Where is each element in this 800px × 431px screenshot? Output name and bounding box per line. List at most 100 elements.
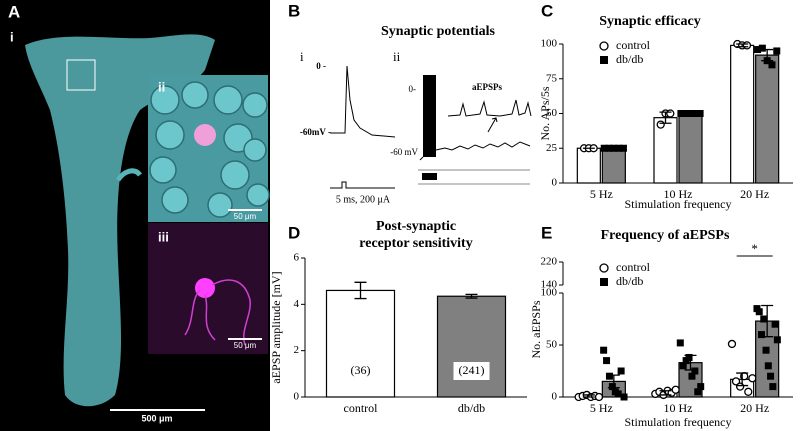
bar [653,117,678,184]
arrow [487,117,498,133]
sub-label: i [10,29,14,44]
y-axis-label: aEPSP amplitude [mV] [269,271,283,383]
trace-label: 0 - [316,61,326,71]
point [666,109,675,118]
error-bar [684,354,697,371]
point [773,336,781,344]
point [764,362,772,370]
point [676,339,684,347]
trace-label: -60mV - [300,127,331,137]
point [688,372,696,380]
point [771,320,779,328]
point [620,393,628,401]
chart-title: Synaptic efficacy [599,14,700,29]
x-tick-label: 5 Hz [590,401,613,415]
cells [149,81,270,218]
error-bar [761,304,774,338]
chart-title: Frequency of aEPSPs [601,228,730,243]
sub-label: ii [393,49,401,64]
y-axis-label: No. aEPSPs [529,300,543,358]
legend-marker [599,263,609,273]
point [608,383,616,391]
panel-label: C [541,1,553,20]
point [773,47,781,55]
panel-label: E [541,223,552,242]
error-bar [465,293,478,299]
bar [325,289,396,398]
legend-label: db/db [616,274,643,288]
legend-label: control [616,260,651,274]
neuron [195,278,215,298]
bar [601,147,626,184]
point [619,144,627,152]
label-box [453,362,490,380]
point [767,372,775,380]
point [758,331,765,339]
y-tick-label: 50 [546,339,558,351]
trace [330,65,396,138]
y-tick-label: 0 [552,391,558,403]
point [760,315,768,323]
legend-label: control [616,38,651,52]
point [696,110,704,117]
x-tick-label: control [344,401,379,415]
chart-title: receptor sensitivity [359,236,472,251]
bar [576,147,601,184]
panel-label: A [8,2,20,21]
inset-trace [447,99,532,117]
inset-box [66,59,96,91]
y-tick-label: 6 [294,252,300,264]
y-tick-label: 100 [541,287,558,299]
trace [419,141,531,161]
significance: * [751,241,758,256]
error-bar [659,390,672,396]
error-bar [761,48,774,62]
x-tick-label: db/db [458,401,485,415]
x-tick-label: 5 Hz [590,187,613,201]
point [685,353,693,361]
legend-marker [599,41,609,51]
point [600,346,608,354]
y-tick-label: 100 [541,38,558,50]
x-tick-label: 20 Hz [740,401,769,415]
y-tick-label: 50 [546,107,558,119]
y-tick-label: 0 [294,391,300,403]
stimulus [330,181,395,189]
trace-label: -60 mV [390,147,418,157]
point [594,392,604,402]
error-bar [607,374,620,389]
x-tick-label: 20 Hz [740,187,769,201]
bar [755,54,780,184]
sub-label: iii [158,229,169,244]
error-bar [354,281,367,300]
point [762,346,770,354]
bar [436,295,507,398]
point [677,110,685,117]
point [605,372,613,380]
point [691,367,699,375]
burst [423,75,436,157]
n-label: (241) [459,363,485,377]
x-axis-label: Stimulation frequency [625,197,732,211]
point [617,367,625,375]
trace-label: aEPSPs [472,82,503,92]
n-label: (36) [351,363,371,377]
point [671,385,680,394]
point [748,374,757,383]
y-tick-label: 75 [546,72,558,84]
tissue [25,34,215,407]
neuron [194,124,216,146]
y-tick-label: 4 [294,298,300,310]
error-bar [736,372,749,387]
neurites [184,279,251,346]
x-axis-label: Stimulation frequency [625,415,732,429]
point [600,144,608,152]
point [731,377,741,386]
scale-label: 500 μm [141,413,172,423]
point [614,390,622,398]
error-bar [736,43,749,48]
error-bar [582,394,595,398]
point [769,383,777,391]
point [697,383,705,391]
panel-label: B [288,1,300,20]
